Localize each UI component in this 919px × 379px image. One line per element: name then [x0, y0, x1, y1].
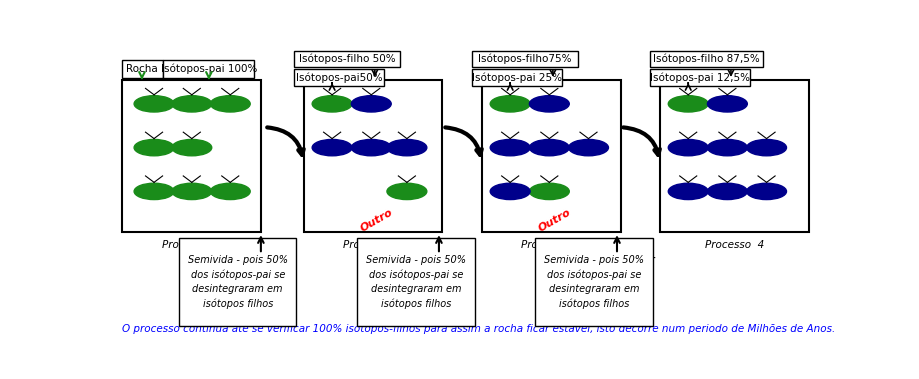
- Bar: [357, 238, 474, 326]
- Circle shape: [134, 183, 174, 200]
- Text: -: -: [650, 252, 655, 266]
- Text: Semivida - pois 50%
dos isótopos-pai se
desintegraram em
isótopos filhos: Semivida - pois 50% dos isótopos-pai se …: [187, 255, 288, 309]
- Text: Processo  1: Processo 1: [162, 240, 221, 249]
- Circle shape: [172, 183, 211, 200]
- Circle shape: [490, 139, 530, 156]
- Circle shape: [529, 183, 569, 200]
- Bar: [535, 238, 652, 326]
- Bar: [122, 80, 261, 232]
- Circle shape: [387, 139, 426, 156]
- Circle shape: [351, 139, 391, 156]
- Circle shape: [668, 96, 709, 112]
- Circle shape: [746, 139, 787, 156]
- Circle shape: [708, 139, 747, 156]
- Text: Rocha: Rocha: [126, 64, 158, 74]
- Circle shape: [351, 96, 391, 112]
- Text: Isótopos-filho75%: Isótopos-filho75%: [479, 54, 572, 64]
- Circle shape: [172, 96, 211, 112]
- Text: Isótopos-pai 100%: Isótopos-pai 100%: [161, 64, 257, 74]
- Bar: [472, 51, 578, 67]
- Circle shape: [490, 96, 530, 112]
- Bar: [482, 80, 620, 232]
- Text: Processo  2: Processo 2: [343, 240, 403, 249]
- Text: Processo  4: Processo 4: [705, 240, 764, 249]
- Bar: [651, 69, 750, 86]
- Text: Outro: Outro: [358, 207, 394, 234]
- Circle shape: [668, 183, 709, 200]
- Circle shape: [569, 139, 608, 156]
- Text: Isótopos-filho 50%: Isótopos-filho 50%: [299, 54, 395, 64]
- Circle shape: [529, 96, 569, 112]
- Circle shape: [668, 139, 709, 156]
- Circle shape: [312, 96, 352, 112]
- Bar: [303, 80, 443, 232]
- Circle shape: [134, 139, 174, 156]
- Text: Isótopos-pai 25%: Isótopos-pai 25%: [472, 72, 562, 83]
- Bar: [122, 60, 163, 78]
- Circle shape: [210, 183, 250, 200]
- Circle shape: [529, 139, 569, 156]
- Circle shape: [708, 96, 747, 112]
- Text: Semivida - pois 50%
dos isótopos-pai se
desintegraram em
isótopos filhos: Semivida - pois 50% dos isótopos-pai se …: [544, 255, 644, 309]
- Bar: [294, 69, 384, 86]
- Circle shape: [708, 183, 747, 200]
- Bar: [472, 69, 562, 86]
- Text: Processo  3: Processo 3: [521, 240, 581, 249]
- Circle shape: [312, 139, 352, 156]
- Circle shape: [134, 96, 174, 112]
- Text: Semivida - pois 50%
dos isótopos-pai se
desintegraram em
isótopos filhos: Semivida - pois 50% dos isótopos-pai se …: [366, 255, 466, 309]
- Bar: [660, 80, 810, 232]
- Bar: [294, 51, 400, 67]
- Text: Isótopos-filho 87,5%: Isótopos-filho 87,5%: [653, 54, 760, 64]
- Bar: [651, 51, 763, 67]
- Circle shape: [490, 183, 530, 200]
- Circle shape: [172, 139, 211, 156]
- Text: O processo continua até se verificar 100% isótopos-filhos para assim a rocha fic: O processo continua até se verificar 100…: [122, 324, 835, 334]
- Circle shape: [210, 96, 250, 112]
- Circle shape: [387, 183, 426, 200]
- Text: Isótopos-pai 12,5%: Isótopos-pai 12,5%: [651, 72, 750, 83]
- Text: Outro: Outro: [537, 207, 573, 234]
- Bar: [179, 238, 297, 326]
- Bar: [164, 60, 255, 78]
- Text: Isótopos-pai50%: Isótopos-pai50%: [296, 72, 382, 83]
- Circle shape: [746, 183, 787, 200]
